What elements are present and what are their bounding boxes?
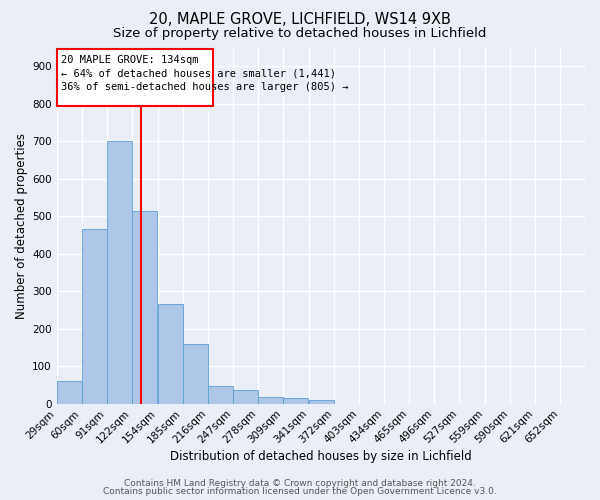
Bar <box>182 344 208 404</box>
Text: Contains public sector information licensed under the Open Government Licence v3: Contains public sector information licen… <box>103 487 497 496</box>
Bar <box>233 390 258 404</box>
Text: Contains HM Land Registry data © Crown copyright and database right 2024.: Contains HM Land Registry data © Crown c… <box>124 478 476 488</box>
Text: Size of property relative to detached houses in Lichfield: Size of property relative to detached ho… <box>113 28 487 40</box>
Bar <box>309 400 334 404</box>
Text: 20, MAPLE GROVE, LICHFIELD, WS14 9XB: 20, MAPLE GROVE, LICHFIELD, WS14 9XB <box>149 12 451 28</box>
Y-axis label: Number of detached properties: Number of detached properties <box>15 132 28 318</box>
Bar <box>283 398 308 404</box>
X-axis label: Distribution of detached houses by size in Lichfield: Distribution of detached houses by size … <box>170 450 472 462</box>
Bar <box>82 230 107 404</box>
Bar <box>56 381 82 404</box>
Bar <box>158 304 182 404</box>
Bar <box>208 386 233 404</box>
Bar <box>132 210 157 404</box>
Bar <box>258 397 283 404</box>
Text: 20 MAPLE GROVE: 134sqm
← 64% of detached houses are smaller (1,441)
36% of semi-: 20 MAPLE GROVE: 134sqm ← 64% of detached… <box>61 56 349 92</box>
Bar <box>107 141 132 404</box>
